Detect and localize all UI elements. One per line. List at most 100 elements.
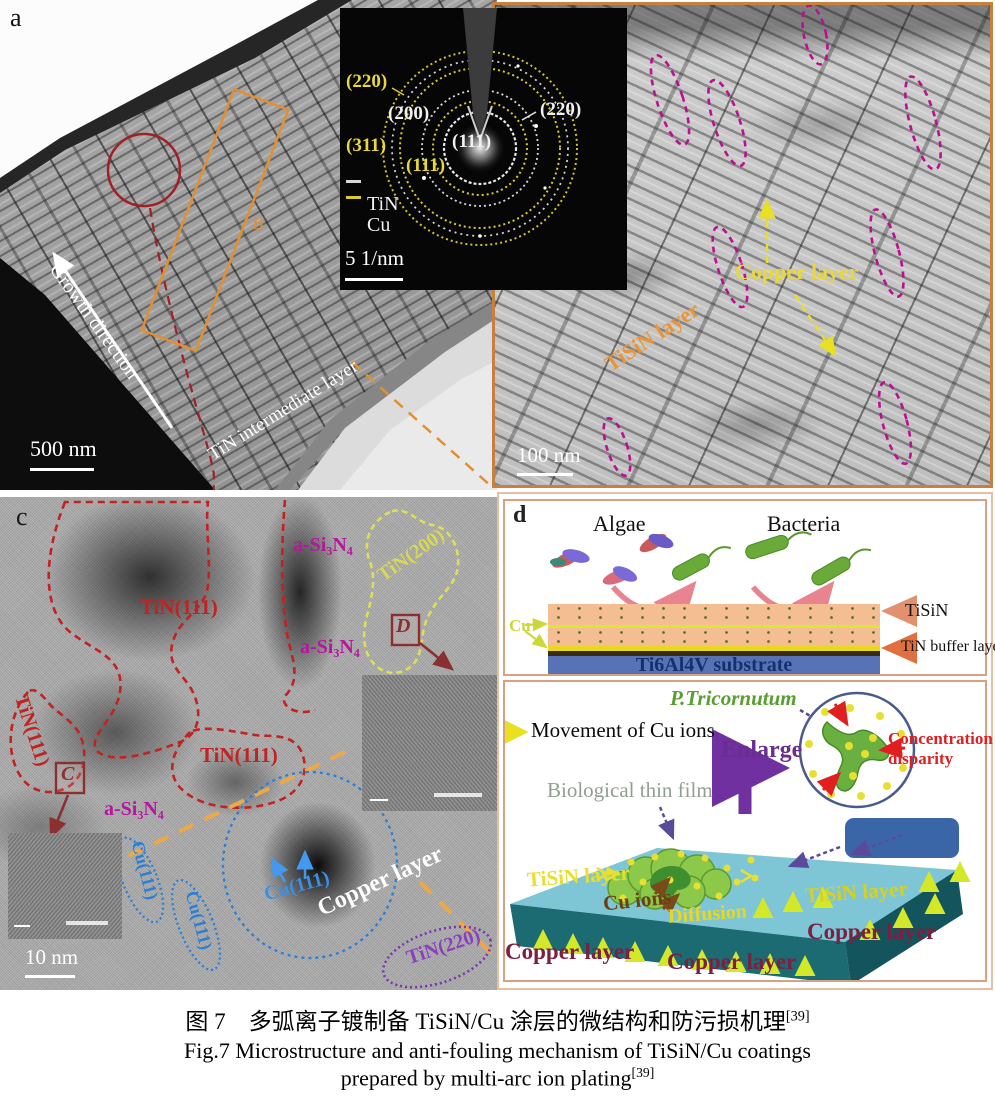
sample-edge-dark-band <box>0 0 352 193</box>
caption-zh-ref: [39] <box>785 1008 810 1025</box>
bacteria-icons <box>672 531 872 586</box>
caption-en-ref: [39] <box>631 1065 655 1081</box>
ring-label-cu-220: (220) <box>346 71 388 92</box>
organisms-graphic <box>524 531 917 664</box>
cu-grain-outlines-blue <box>115 770 399 972</box>
orange-dashed-link <box>351 361 493 488</box>
movement-label: Movement of Cu ions <box>531 718 715 742</box>
panel-c-letter: c <box>16 502 28 531</box>
cu-interlayer-2 <box>548 646 880 651</box>
tin111-top-label: TiN(111) <box>140 595 218 619</box>
substrate-band: Ti6Al4V substrate <box>548 654 880 676</box>
algae-icons <box>550 533 674 585</box>
scale-bar-c <box>25 975 75 978</box>
asi3n4-label-3: a-Si₃N₄ <box>104 798 164 820</box>
diffraction-rings <box>346 8 578 246</box>
substrate-label: Ti6Al4V substrate <box>635 654 793 676</box>
cu-particle-ellipses <box>602 5 942 477</box>
asi3n4-label-1: a-Si₃N₄ <box>293 534 353 556</box>
antifouling-mechanism-bottom: Movement of Cu ions P.Tricornutum Enlarg… <box>503 680 993 982</box>
region-d-arrow <box>419 641 455 671</box>
copper-layer-arrows <box>758 198 837 358</box>
cu-fork-arrows <box>524 618 549 649</box>
tisin-coating-layer-2 <box>548 628 880 646</box>
dark-corner <box>0 258 215 490</box>
caption-line-zh: 图 7 多弧离子镀制备 TiSiN/Cu 涂层的微结构和防污损机理[39] <box>0 1008 995 1037</box>
tin220-outline-purple <box>381 925 493 989</box>
ring-label-cu-111: (111) <box>406 155 446 176</box>
ion-release-chevrons <box>596 866 754 884</box>
copper-layer-right-label: Copper layer <box>807 919 937 944</box>
region-d-box <box>390 613 421 647</box>
cu-ion-up-arrows <box>532 861 971 976</box>
growth-direction-arrow <box>52 251 174 429</box>
panel-d-letter: d <box>513 502 527 528</box>
ring-label-tin-200: (200) <box>388 103 430 124</box>
tin200-grain-outline-yellow <box>362 509 460 675</box>
tisin-coating-layer-1 <box>548 604 880 625</box>
legend-cu-label: Cu <box>367 214 391 236</box>
tin-interface-band <box>275 300 497 490</box>
caption-line-en1: Fig.7 Microstructure and anti-fouling me… <box>184 1037 811 1063</box>
region-c-arrow <box>49 794 70 840</box>
concentration-label-2: disparity <box>888 749 954 768</box>
tisin-callout-label: TiSiN <box>905 600 949 620</box>
scale-bar-dp <box>345 278 403 281</box>
bacteria-label: Bacteria <box>767 511 841 536</box>
layer-callout-arrows <box>881 595 917 664</box>
tin-grain-outlines-red <box>9 499 316 809</box>
caption-line-en2: prepared by multi-arc ion plating[39] <box>0 1064 995 1092</box>
legend-dash-cu <box>346 196 361 199</box>
asi3n4-label-2: a-Si₃N₄ <box>300 636 360 658</box>
scale-bar-b <box>517 473 573 476</box>
region-d-label: D <box>396 615 411 637</box>
ring-label-tin-111: (111) <box>452 131 492 152</box>
diffusion-arrows <box>650 876 681 914</box>
cu-label: Cu <box>509 616 531 635</box>
copper-layer-label-b: Copper layer <box>735 259 859 284</box>
region-b-box <box>140 87 290 353</box>
p-tricornutum-label: P.Tricornutum <box>670 686 797 710</box>
scale-bar-label-dp: 5 1/nm <box>345 246 404 270</box>
scale-bar-label-b: 100 nm <box>517 443 581 467</box>
caption-en2-text: prepared by multi-arc ion plating <box>340 1065 632 1091</box>
beam-stop <box>463 8 497 138</box>
ring-label-cu-311: (311) <box>346 135 387 156</box>
diffraction-spots <box>408 64 547 238</box>
panel-a-letter: a <box>10 3 22 32</box>
tin111-mid-label: TiN(111) <box>200 743 278 767</box>
scale-bar-label-a: 500 nm <box>30 436 97 461</box>
orange-dashed-interfaces <box>121 750 497 961</box>
panel-b-overlay <box>602 5 942 477</box>
hrtem-inset-d <box>362 675 497 811</box>
biofilm-label: Biological thin film <box>547 778 713 802</box>
cu111-direction-arrows <box>270 849 314 883</box>
diffraction-pattern-inset: (220) (200) (311) (111) (111) (220) TiN … <box>340 8 627 290</box>
beam-split-glow <box>467 105 493 144</box>
cu-interlayer-1 <box>548 625 880 628</box>
antifouling-schematic-top: d Algae Bacteria <box>503 499 995 676</box>
panel-a-overlay <box>0 0 497 490</box>
cu-ion-dots-film <box>605 850 759 902</box>
hrtem-inset-c <box>8 833 122 939</box>
region-c-label: C <box>61 763 75 785</box>
tin-buffer-callout-label: TiN buffer layer <box>901 638 995 655</box>
enlarge-label: Enlarge <box>721 737 803 763</box>
copper-layer-left-label: Copper layer <box>505 939 635 964</box>
blue-box <box>845 818 959 858</box>
figure-caption: 图 7 多弧离子镀制备 TiSiN/Cu 涂层的微结构和防污损机理[39] Fi… <box>0 1008 995 1092</box>
copper-layer-center-label: Copper layer <box>667 949 797 974</box>
scale-bar-a <box>30 468 94 471</box>
ring-label-tin-220: (220) <box>540 99 582 120</box>
red-circle-marker <box>106 132 182 208</box>
legend-tin-label: TiN <box>367 193 399 215</box>
concentration-arrows <box>816 700 906 797</box>
caption-zh-text: 图 7 多弧离子镀制备 TiSiN/Cu 涂层的微结构和防污损机理 <box>185 1009 786 1034</box>
red-dashed-line <box>148 207 216 490</box>
mechanism-graphic <box>505 691 971 980</box>
enlarge-arrow <box>712 729 790 814</box>
panel-d-schematic: d Algae Bacteria <box>497 492 995 990</box>
biofilm-blob <box>607 848 732 910</box>
legend-dash-tin <box>346 180 361 183</box>
